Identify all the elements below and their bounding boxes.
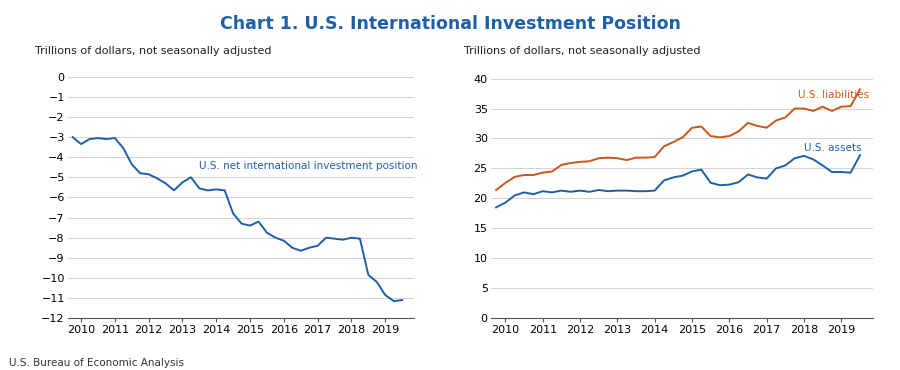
Text: U.S. liabilities: U.S. liabilities [798,90,869,100]
Text: U.S. Bureau of Economic Analysis: U.S. Bureau of Economic Analysis [9,358,184,368]
Text: Trillions of dollars, not seasonally adjusted: Trillions of dollars, not seasonally adj… [464,47,700,57]
Text: Chart 1. U.S. International Investment Position: Chart 1. U.S. International Investment P… [220,15,680,33]
Text: U.S. net international investment position: U.S. net international investment positi… [199,161,418,171]
Text: Trillions of dollars, not seasonally adjusted: Trillions of dollars, not seasonally adj… [34,47,271,57]
Text: U.S. assets: U.S. assets [804,143,861,153]
